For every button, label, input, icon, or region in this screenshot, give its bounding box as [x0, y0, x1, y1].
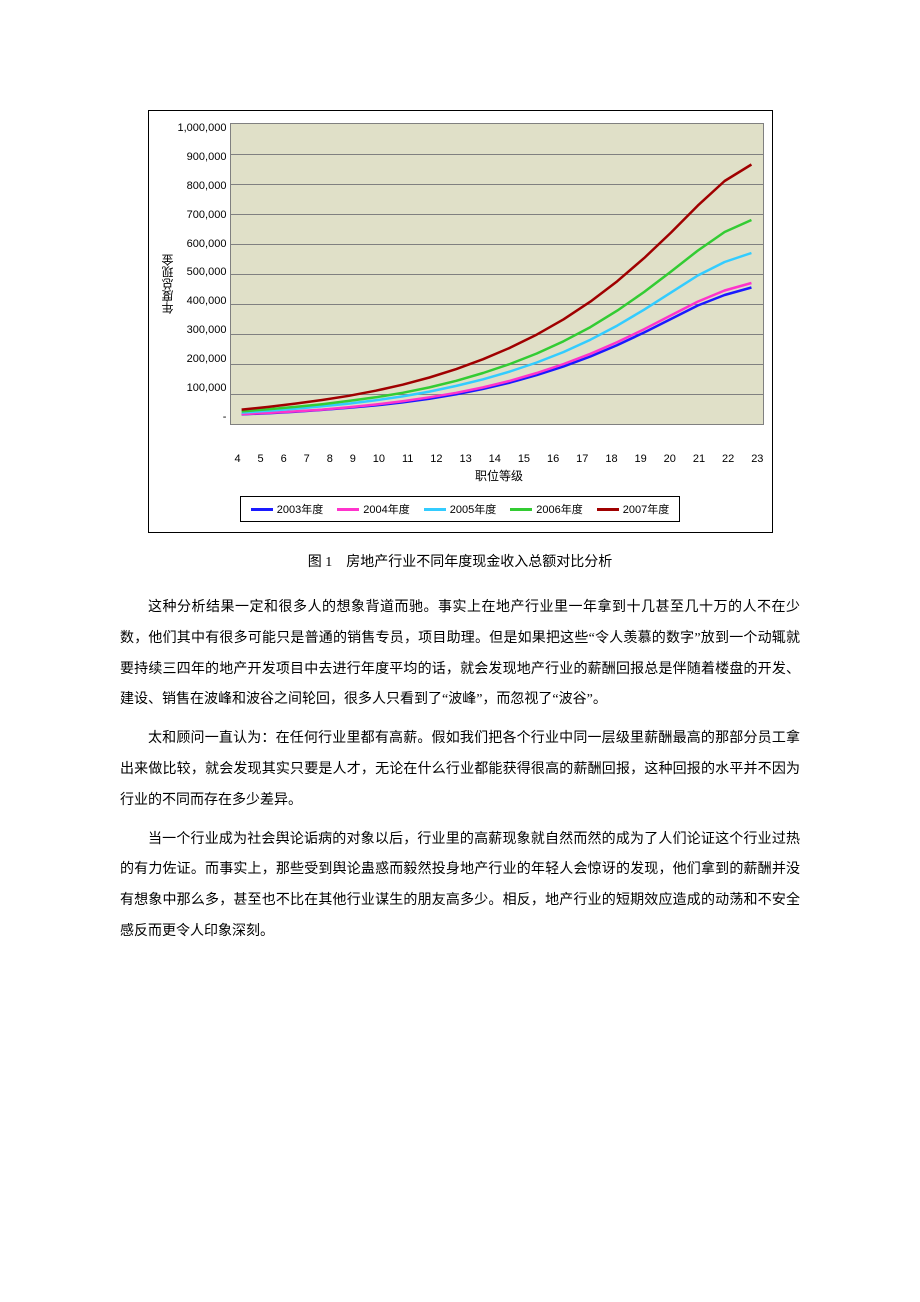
- y-axis-label: 年度总现金: [157, 119, 178, 449]
- legend-swatch: [251, 508, 273, 511]
- paragraph: 这种分析结果一定和很多人的想象背道而驰。事实上在地产行业里一年拿到十几甚至几十万…: [120, 593, 800, 716]
- legend: 2003年度 2004年度 2005年度 2006年度 2007年度: [240, 496, 680, 522]
- legend-item: 2006年度: [510, 501, 582, 517]
- legend-item: 2004年度: [337, 501, 409, 517]
- x-axis-label: 职位等级: [235, 467, 764, 490]
- legend-label: 2007年度: [623, 501, 669, 517]
- legend-swatch: [424, 508, 446, 511]
- legend-item: 2007年度: [597, 501, 669, 517]
- x-axis-ticks: 4567891011121314151617181920212223: [235, 449, 764, 467]
- legend-swatch: [510, 508, 532, 511]
- paragraph: 当一个行业成为社会舆论诟病的对象以后，行业里的高薪现象就自然而然的成为了人们论证…: [120, 825, 800, 948]
- body-text: 这种分析结果一定和很多人的想象背道而驰。事实上在地产行业里一年拿到十几甚至几十万…: [120, 593, 800, 948]
- legend-swatch: [337, 508, 359, 511]
- legend-item: 2005年度: [424, 501, 496, 517]
- legend-label: 2003年度: [277, 501, 323, 517]
- figure-caption: 图 1 房地产行业不同年度现金收入总额对比分析: [120, 551, 800, 571]
- paragraph: 太和顾问一直认为：在任何行业里都有高薪。假如我们把各个行业中同一层级里薪酬最高的…: [120, 724, 800, 816]
- chart-container: 年度总现金 1,000,000900,000800,000700,000600,…: [148, 110, 773, 533]
- y-axis-ticks: 1,000,000900,000800,000700,000600,000500…: [178, 123, 231, 423]
- legend-label: 2005年度: [450, 501, 496, 517]
- plot-area: [230, 123, 763, 425]
- legend-swatch: [597, 508, 619, 511]
- line-series: [231, 124, 762, 424]
- legend-label: 2006年度: [536, 501, 582, 517]
- legend-label: 2004年度: [363, 501, 409, 517]
- legend-item: 2003年度: [251, 501, 323, 517]
